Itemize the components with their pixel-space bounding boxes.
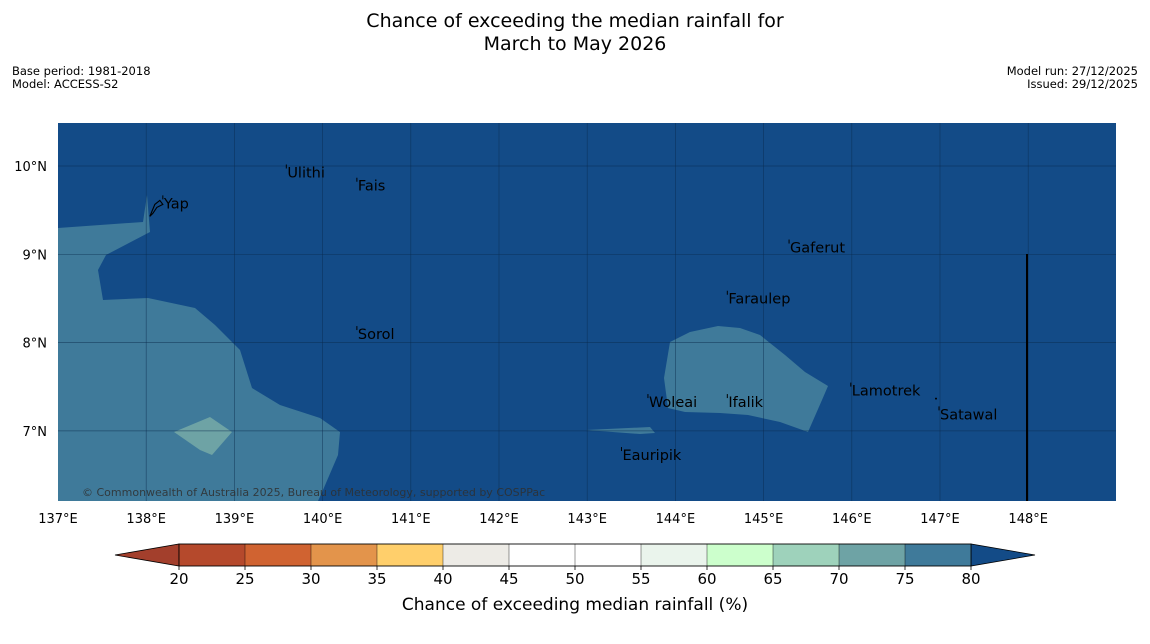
map-panel: Yap Ulithi Fais Gaferut Faraulep Sorol Lamotre…	[58, 123, 1116, 501]
longitude-tick-label: 141°E	[391, 512, 431, 527]
title-line-2: March to May 2026	[483, 33, 667, 55]
colorbar-segment	[178, 543, 246, 567]
place-label: Satawal	[940, 407, 997, 423]
copyright-text: © Commonwealth of Australia 2025, Bureau…	[82, 486, 545, 499]
colorbar-tick-label: 40	[433, 570, 452, 588]
base-period-text: Base period: 1981-2018	[12, 64, 151, 78]
colorbar-segment	[640, 543, 708, 567]
latitude-tick-label: 10°N	[14, 160, 47, 175]
colorbar: 20 25 30 35 40 45 50 55 60 65 70 75 80 Chance of exc…	[114, 543, 1036, 615]
colorbar-tick-label: 50	[565, 570, 584, 588]
place-label: Yap	[163, 196, 189, 212]
latitude-tick-label: 9°N	[23, 248, 48, 263]
colorbar-tick-label: 45	[499, 570, 518, 588]
place-label: Gaferut	[790, 241, 845, 257]
place-label: Woleai	[649, 395, 697, 411]
atoll-marker	[935, 397, 937, 400]
longitude-labels: 137°E 138°E 139°E 140°E 141°E 142°E 143°E 144°E…	[38, 512, 1048, 527]
title-line-1: Chance of exceeding the median rainfall …	[366, 10, 784, 32]
model-run-text: Model run: 27/12/2025	[1006, 64, 1138, 78]
place-label: Lamotrek	[852, 384, 921, 400]
probability-region-75-80-east	[664, 326, 828, 432]
latitude-tick-label: 7°N	[23, 425, 48, 440]
longitude-tick-label: 144°E	[656, 512, 696, 527]
longitude-tick-label: 140°E	[303, 512, 343, 527]
colorbar-under-arrow	[114, 543, 180, 567]
place-label: Ulithi	[287, 165, 325, 181]
colorbar-label: Chance of exceeding median rainfall (%)	[402, 595, 748, 615]
model-text: Model: ACCESS-S2	[12, 77, 119, 91]
colorbar-tick-label: 75	[895, 570, 914, 588]
colorbar-over-arrow	[970, 543, 1036, 567]
colorbar-segment	[706, 543, 774, 567]
yap-island-outline	[149, 199, 164, 217]
place-labels: Yap Ulithi Fais Gaferut Faraulep Sorol Lamotre…	[149, 164, 997, 464]
metadata-left: Base period: 1981-2018 Model: ACCESS-S2	[12, 65, 151, 91]
longitude-tick-label: 146°E	[832, 512, 872, 527]
probability-region-70-75	[174, 417, 232, 455]
longitude-tick-label: 147°E	[920, 512, 960, 527]
longitude-tick-label: 145°E	[744, 512, 784, 527]
graticule	[58, 123, 1116, 501]
place-label: Faraulep	[728, 292, 790, 308]
place-label: Sorol	[358, 327, 395, 343]
longitude-tick-label: 148°E	[1008, 512, 1048, 527]
colorbar-segment	[508, 543, 576, 567]
longitude-tick-label: 139°E	[215, 512, 255, 527]
latitude-tick-label: 8°N	[23, 337, 48, 352]
longitude-tick-label: 142°E	[479, 512, 519, 527]
colorbar-segment	[244, 543, 312, 567]
longitude-tick-label: 137°E	[38, 512, 78, 527]
colorbar-segment	[772, 543, 840, 567]
colorbar-segment	[442, 543, 510, 567]
colorbar-tick-label: 30	[301, 570, 320, 588]
place-label: Ifalik	[728, 395, 763, 411]
colorbar-segment	[310, 543, 378, 567]
colorbar-tick-label: 55	[631, 570, 650, 588]
colorbar-tick-label: 25	[235, 570, 254, 588]
place-label: Eauripik	[622, 448, 681, 464]
metadata-right: Model run: 27/12/2025 Issued: 29/12/2025	[1007, 65, 1138, 91]
longitude-tick-label: 143°E	[567, 512, 607, 527]
probability-region-75-80-sliver	[586, 427, 655, 434]
issued-text: Issued: 29/12/2025	[1027, 77, 1138, 91]
colorbar-tick-label: 80	[961, 570, 980, 588]
colorbar-tick-label: 20	[169, 570, 188, 588]
colorbar-segment	[904, 543, 972, 567]
colorbar-segment	[838, 543, 906, 567]
colorbar-tick-label: 60	[697, 570, 716, 588]
colorbar-tick-label: 65	[763, 570, 782, 588]
colorbar-segment	[376, 543, 444, 567]
colorbar-segment	[574, 543, 642, 567]
longitude-tick-label: 138°E	[126, 512, 166, 527]
probability-region-75-80-west	[58, 195, 340, 501]
latitude-labels: 10°N 9°N 8°N 7°N	[14, 160, 47, 440]
place-label: Fais	[358, 179, 385, 195]
colorbar-tick-label: 35	[367, 570, 386, 588]
chart-title: Chance of exceeding the median rainfall …	[0, 10, 1150, 56]
colorbar-tick-label: 70	[829, 570, 848, 588]
